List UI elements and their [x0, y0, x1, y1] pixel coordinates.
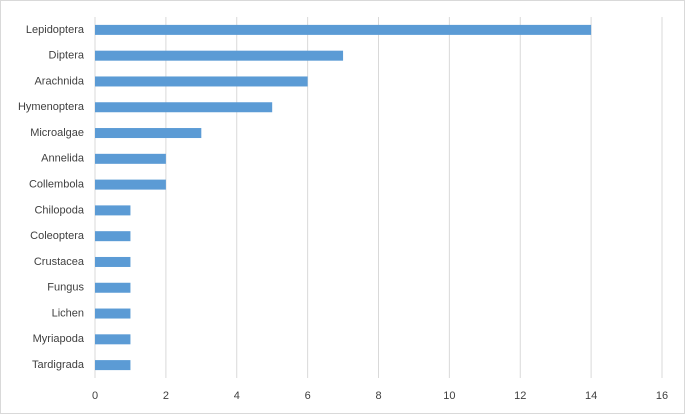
- bar: [95, 76, 308, 87]
- y-tick-label: Hymenoptera: [18, 101, 85, 113]
- y-tick-label: Collembola: [29, 179, 85, 191]
- bar: [95, 128, 202, 139]
- x-tick-label: 12: [514, 390, 526, 402]
- x-tick-label: 8: [375, 390, 381, 402]
- bar: [95, 179, 166, 190]
- y-tick-label: Tardigrada: [32, 359, 85, 371]
- bar: [95, 24, 592, 35]
- y-tick-label: Annelida: [41, 153, 85, 165]
- bar: [95, 308, 131, 319]
- x-tick-label: 2: [163, 390, 169, 402]
- y-tick-label: Chilopoda: [34, 204, 84, 216]
- bar: [95, 153, 166, 164]
- bar: [95, 102, 273, 113]
- y-tick-label: Fungus: [47, 282, 84, 294]
- y-tick-label: Crustacea: [34, 256, 85, 268]
- y-tick-label: Myriapoda: [33, 333, 85, 345]
- bar: [95, 282, 131, 293]
- bar: [95, 334, 131, 345]
- bar: [95, 205, 131, 216]
- x-tick-label: 10: [443, 390, 455, 402]
- y-tick-label: Lichen: [52, 307, 84, 319]
- y-tick-label: Coleoptera: [30, 230, 85, 242]
- bar: [95, 231, 131, 242]
- y-tick-label: Microalgae: [30, 127, 84, 139]
- x-tick-label: 6: [305, 390, 311, 402]
- x-tick-label: 0: [92, 390, 98, 402]
- bar: [95, 256, 131, 267]
- y-tick-label: Arachnida: [34, 75, 84, 87]
- x-tick-label: 14: [585, 390, 597, 402]
- y-tick-label: Diptera: [49, 50, 85, 62]
- x-tick-label: 16: [656, 390, 668, 402]
- bar: [95, 360, 131, 371]
- bar: [95, 50, 344, 61]
- y-tick-label: Lepidoptera: [26, 24, 85, 36]
- x-tick-label: 4: [234, 390, 240, 402]
